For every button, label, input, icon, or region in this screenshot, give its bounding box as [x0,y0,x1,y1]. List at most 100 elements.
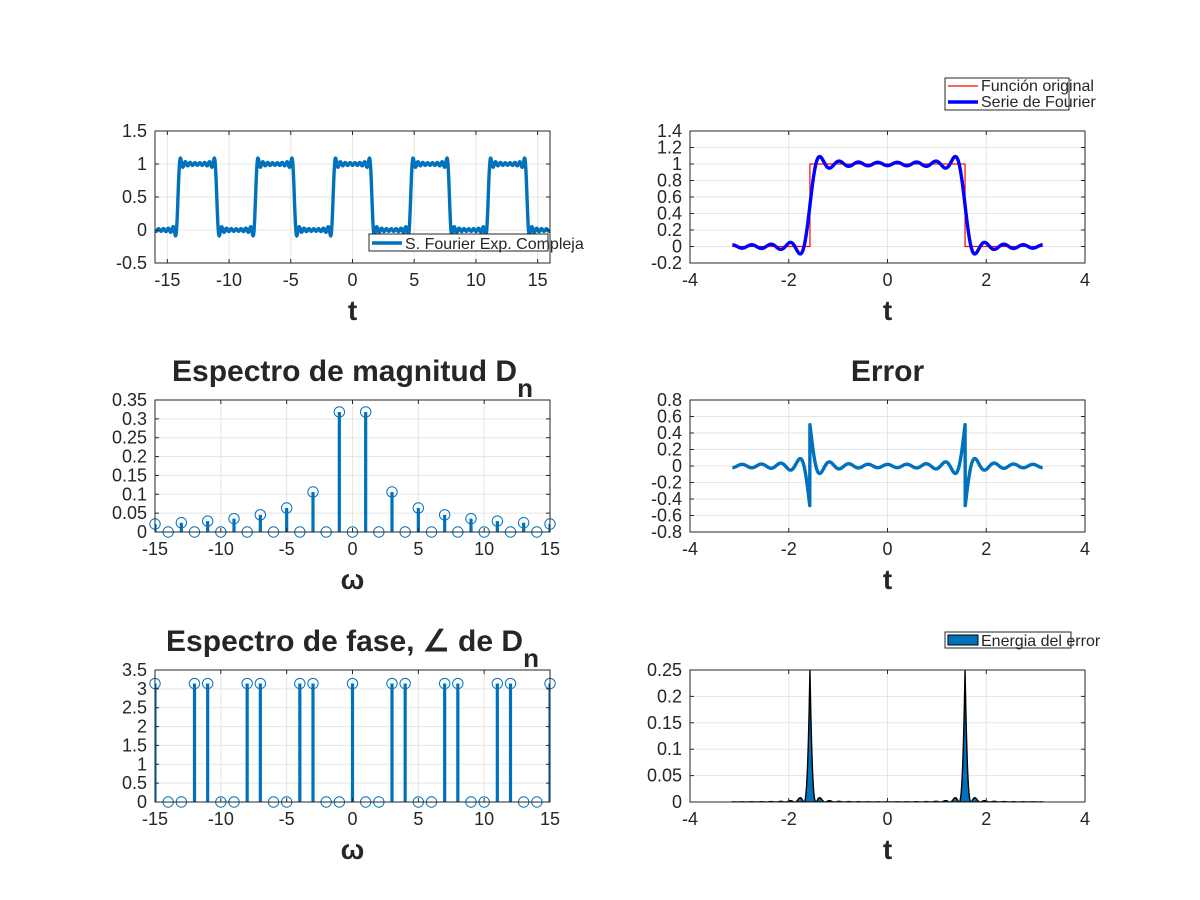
x-tick-label: 2 [981,809,991,829]
chart-title-subscript: n [523,643,539,673]
x-tick-label: 10 [474,809,494,829]
legend-label: S. Fourier Exp. Compleja [405,236,584,253]
x-tick-label: 4 [1080,270,1090,290]
x-tick-label: -10 [216,270,242,290]
chart-title: Espectro de fase, ∠ de Dn [166,625,539,673]
y-tick-label: 0.25 [112,428,147,448]
y-tick-label: 0.1 [657,739,682,759]
x-tick-label: -5 [279,539,295,559]
x-tick-label: -10 [208,539,234,559]
y-tick-label: 0.05 [647,766,682,786]
y-tick-label: 0.3 [122,409,147,429]
series-line-error [730,423,1045,508]
chart-sq-wave: -15 -10 -5 0 5 10 15 -0.5 0 0.5 1 1.5 t S. Fourier Ex… [116,121,584,326]
stem-marker [452,677,464,690]
y-tick-label: 0 [137,522,147,542]
y-tick-label: 2 [137,717,147,737]
y-tick-label: 0 [672,237,682,257]
y-tick-label: 1.2 [657,138,682,158]
y-tick-label: 0 [672,456,682,476]
y-tick-label: 0.5 [122,773,147,793]
y-tick-label: 0.8 [657,390,682,410]
y-tick-label: 0.2 [657,440,682,460]
x-tick-label: -10 [208,809,234,829]
legend: Energia del error [944,631,1101,650]
stem-marker [465,512,477,525]
stem-marker [228,512,240,525]
x-axis-label: t [883,564,892,595]
y-tick-label: 1 [137,754,147,774]
y-tick-label: 0.2 [122,447,147,467]
y-tick-label: 1.5 [122,121,147,141]
chart-phase: -15 -10 -5 0 5 10 1500.511.522.533.5ωEspectro … [122,625,560,865]
legend-box [944,77,1070,111]
y-tick-label: 3 [137,679,147,699]
x-tick-label: 5 [409,270,419,290]
x-tick-label: 0 [882,539,892,559]
y-tick-label: -0.4 [651,489,682,509]
legend-box [368,233,549,252]
stem-marker [254,509,267,521]
chart-title-subscript: n [517,373,533,403]
series-line-serie-de-fourier [730,154,1045,256]
stem-marker [386,486,398,498]
y-tick-label: 1.5 [122,735,147,755]
y-tick-label: -0.6 [651,506,682,526]
y-tick-label: 0.6 [657,407,682,427]
data-layer [155,411,550,532]
x-tick-label: 2 [981,270,991,290]
chart-err: -4 -2 0 2 4-0.8-0.6-0.4-0.200.20.40.60.8tErr… [651,355,1090,595]
x-tick-label: 15 [540,809,560,829]
x-tick-label: -4 [682,539,698,559]
y-tick-label: -0.8 [651,522,682,542]
y-tick-label: 0.15 [112,465,147,485]
y-tick-label: 2.5 [122,698,147,718]
y-tick-label: 1 [672,154,682,174]
y-tick-label: 0.5 [122,187,147,207]
legend-label: Función original [981,78,1094,95]
x-tick-label: 15 [540,539,560,559]
x-tick-label: -15 [154,270,180,290]
x-axis-label: t [883,834,892,865]
y-tick-label: -0.2 [651,473,682,493]
x-tick-label: -4 [682,809,698,829]
y-tick-label: 0.2 [657,686,682,706]
y-tick-label: 0.1 [122,484,147,504]
chart-energy: -4 -2 0 2 4 0 0.05 0.1 0.15 0.2 0.25 t Energia del e… [647,631,1101,865]
y-tick-label: 0.05 [112,503,147,523]
chart-compare: -4 -2 0 2 4-0.200.20.40.60.811.21.4tFunción … [651,77,1096,326]
stem-marker [386,677,398,690]
x-tick-label: 0 [882,809,892,829]
legend-label: Serie de Fourier [981,94,1096,111]
chart-mag: -15 -10 -5 0 5 10 1500.050.10.150.20.250.30.35… [112,355,560,595]
y-tick-label: 0.6 [657,187,682,207]
stem-marker [307,486,319,498]
stem-marker [188,677,201,690]
x-tick-label: 4 [1080,539,1090,559]
legend-swatch [947,634,979,646]
series-line-s-fourier-exp-compleja [155,156,550,238]
x-axis-label: ω [341,834,365,865]
x-tick-label: 5 [413,539,423,559]
stem-marker [438,677,451,690]
y-tick-label: 0.2 [657,220,682,240]
y-tick-label: 0.8 [657,171,682,191]
stem-marker [307,677,319,690]
stem-marker [254,677,267,690]
y-tick-label: 0.25 [647,660,682,680]
stem-marker [280,502,293,514]
stem-marker [491,677,504,690]
stem-marker [201,677,214,690]
chart-title-text: Error [851,355,925,388]
x-tick-label: -15 [142,809,168,829]
stem-marker [175,517,188,529]
data-layer [730,423,1045,508]
x-tick-label: 4 [1080,809,1090,829]
x-tick-label: 10 [474,539,494,559]
stem-marker [359,406,372,418]
data-layer [155,683,550,802]
x-tick-label: -5 [279,809,295,829]
x-tick-label: 5 [413,809,423,829]
x-tick-label: 15 [528,270,548,290]
